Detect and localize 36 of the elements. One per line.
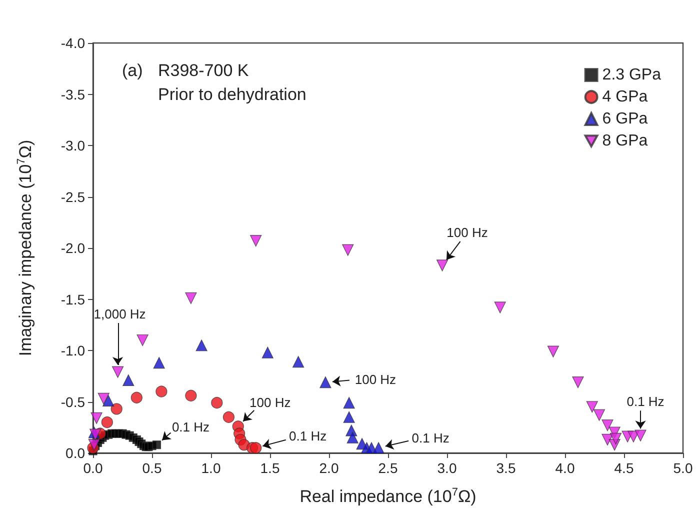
annotation: 0.1 Hz bbox=[289, 428, 327, 444]
y-tick-label: -1.0 bbox=[60, 342, 86, 358]
annotation: (a) bbox=[122, 61, 143, 80]
y-tick-label: -2.5 bbox=[60, 188, 86, 205]
y-tick-label: 0.0 bbox=[66, 445, 86, 461]
y-tick-label: -1.5 bbox=[60, 291, 86, 308]
annotation: 100 Hz bbox=[250, 394, 291, 410]
annotation: 0.1 Hz bbox=[412, 430, 450, 446]
x-tick-label: 4.5 bbox=[614, 460, 634, 476]
legend-label: 2.3 GPa bbox=[602, 66, 662, 84]
annotation: 0.1 Hz bbox=[626, 394, 664, 410]
annotation: 100 Hz bbox=[446, 224, 488, 240]
y-tick-label: -4.0 bbox=[60, 35, 86, 51]
legend-label: 4 GPa bbox=[602, 88, 648, 106]
x-tick-label: 2.0 bbox=[319, 460, 339, 476]
x-tick-label: 1.0 bbox=[201, 460, 221, 476]
legend-label: 8 GPa bbox=[602, 132, 648, 150]
legend-label: 6 GPa bbox=[602, 110, 648, 128]
annotation: 1,000 Hz bbox=[94, 306, 146, 322]
x-tick-label: 5.0 bbox=[673, 460, 693, 476]
y-tick-label: -3.0 bbox=[60, 138, 86, 154]
x-tick-label: 0.0 bbox=[83, 460, 103, 476]
x-tick-label: 0.5 bbox=[142, 460, 162, 476]
y-tick-label: -2.0 bbox=[60, 240, 86, 256]
x-tick-label: 2.5 bbox=[378, 460, 398, 476]
x-tick-label: 4.0 bbox=[555, 460, 575, 476]
text: Prior to dehydration bbox=[158, 85, 306, 104]
y-tick-label: -3.5 bbox=[60, 86, 86, 102]
y-tick-label: -0.5 bbox=[60, 394, 86, 410]
annotation: 100 Hz bbox=[354, 372, 396, 387]
x-tick-label: 1.5 bbox=[260, 460, 280, 476]
text: R398-700 K bbox=[158, 61, 250, 80]
y-axis-title: Imaginary impedance (107Ω) bbox=[16, 140, 35, 356]
annotation: 0.1 Hz bbox=[172, 419, 210, 434]
x-tick-label: 3.0 bbox=[437, 460, 457, 476]
x-tick-label: 3.5 bbox=[496, 460, 516, 476]
